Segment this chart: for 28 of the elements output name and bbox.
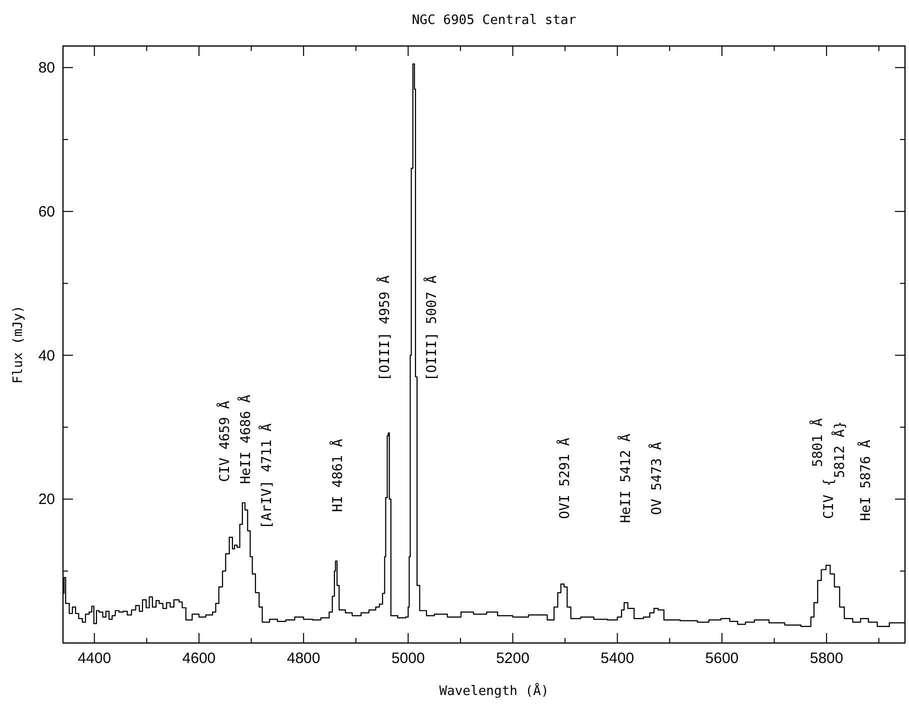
chart-title: NGC 6905 Central star	[412, 13, 576, 28]
y-tick-label: 20	[38, 491, 55, 508]
x-tick-label: 5200	[496, 650, 530, 667]
x-tick-label: 5400	[600, 650, 634, 667]
annotation: [ArIV] 4711 Å	[258, 423, 275, 529]
x-tick-label: 4800	[286, 650, 320, 667]
annotation: HeI 5876 Å	[857, 440, 874, 521]
annotation: [OIII] 5007 Å	[423, 275, 440, 381]
annotation: CIV {	[821, 478, 837, 519]
annotation: HeII 5412 Å	[617, 434, 634, 523]
x-tick-label: 4400	[78, 650, 112, 667]
annotation: 5801 Å	[809, 418, 826, 467]
annotation: HeII 4686 Å	[237, 394, 254, 484]
x-tick-label: 5800	[810, 650, 844, 667]
x-tick-label: 5600	[705, 650, 739, 667]
annotation: 5812 Å}	[831, 421, 848, 478]
x-axis-title: Wavelength (Å)	[439, 682, 549, 699]
annotation: OV 5473 Å	[648, 442, 665, 515]
annotation: HI 4861 Å	[329, 438, 346, 512]
y-tick-label: 40	[38, 347, 55, 364]
annotation: CIV 4659 Å	[216, 400, 233, 482]
annotation: [OIII] 4959 Å	[376, 275, 393, 381]
y-tick-label: 60	[38, 203, 55, 220]
annotation: OVI 5291 Å	[556, 438, 573, 519]
y-tick-label: 80	[38, 60, 55, 77]
x-tick-label: 5000	[391, 650, 425, 667]
y-axis-title: Flux (mJy)	[11, 305, 26, 384]
x-tick-label: 4600	[182, 650, 216, 667]
